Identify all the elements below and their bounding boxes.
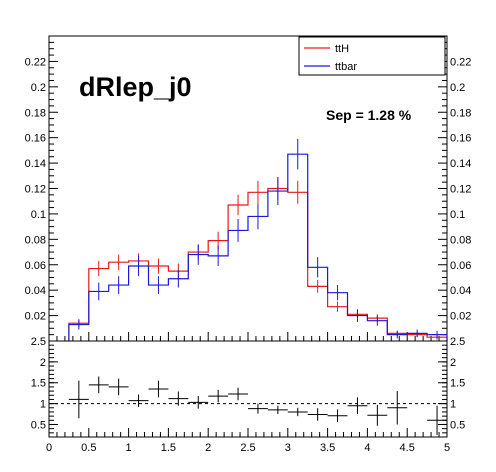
main-y-tick-label-right: 0.1 [450,209,465,221]
x-tick-label: 3.5 [320,442,335,454]
main-y-tick-label-right: 0.02 [450,311,471,323]
main-y-tick-label-left: 0.04 [25,285,46,297]
main-y-tick-label-right: 0.22 [450,56,471,68]
main-y-tick-label-left: 0.14 [25,158,46,170]
ratio-points [68,376,447,435]
main-y-tick-label-right: 0.18 [450,107,471,119]
main-y-tick-label-right: 0.16 [450,133,471,145]
x-tick-label: 1.5 [161,442,176,454]
ratio-y-tick-label-right: 1 [450,399,456,411]
x-tick-label: 4.5 [400,442,415,454]
legend-label-ttH: ttH [335,43,349,55]
x-tick-label: 3 [285,442,291,454]
main-y-tick-label-right: 0.06 [450,260,471,272]
main-y-tick-label-left: 0.2 [31,82,46,94]
ratio-y-tick-label-left: 2 [40,357,46,369]
main-y-tick-label-right: 0.2 [450,82,465,94]
series-ttbar [68,138,448,341]
ratio-y-tick-label-left: 0.5 [31,419,46,431]
separation-annotation: Sep = 1.28 % [326,107,412,123]
x-tick-label: 4 [364,442,370,454]
ratio-plot-panel: 0.5 0.51 11.5 1.52 22.5 2.50 0.5 1 1.5 2 2.5 3 3.5 4 4… [31,336,466,454]
x-tick-label: 0 [46,442,52,454]
main-y-tick-label-right: 0.12 [450,184,471,196]
ratio-y-tick-label-right: 1.5 [450,378,465,390]
main-y-tick-label-left: 0.18 [25,107,46,119]
ratio-y-tick-label-right: 2.5 [450,336,465,348]
x-tick-label: 2 [205,442,211,454]
legend-box [298,36,446,76]
main-y-tick-label-right: 0.04 [450,285,471,297]
ratio-y-tick-label-right: 2 [450,357,456,369]
legend: ttH ttbar [298,36,446,76]
main-y-tick-label-left: 0.06 [25,260,46,272]
main-y-tick-label-left: 0.08 [25,234,46,246]
ratio-y-axis: 0.5 0.5 1 1 1.5 1.5 2 2 2.5 2.5 [31,336,465,434]
main-y-tick-label-left: 0.1 [31,209,46,221]
main-y-tick-label-right: 0.14 [450,158,471,170]
ratio-y-tick-label-right: 0.5 [450,419,465,431]
plot-title: dRlep_j0 [79,72,192,102]
main-y-tick-label-left: 0.16 [25,133,46,145]
main-y-tick-label-left: 0.22 [25,56,46,68]
main-y-tick-label-left: 0.12 [25,184,46,196]
ratio-y-tick-label-left: 1.5 [31,378,46,390]
ratio-y-tick-label-left: 1 [40,399,46,411]
main-x-axis [48,332,448,341]
x-tick-label: 0.5 [81,442,96,454]
ratio-x-axis: 0 0.5 1 1.5 2 2.5 3 3.5 4 4.5 5 [46,428,450,454]
legend-label-ttbar: ttbar [335,61,357,73]
ratio-y-tick-label-left: 2.5 [31,336,46,348]
main-y-tick-label-right: 0.08 [450,234,471,246]
x-tick-label: 2.5 [240,442,255,454]
x-tick-label: 5 [444,442,450,454]
x-tick-label: 1 [126,442,132,454]
main-y-tick-label-left: 0.02 [25,311,46,323]
